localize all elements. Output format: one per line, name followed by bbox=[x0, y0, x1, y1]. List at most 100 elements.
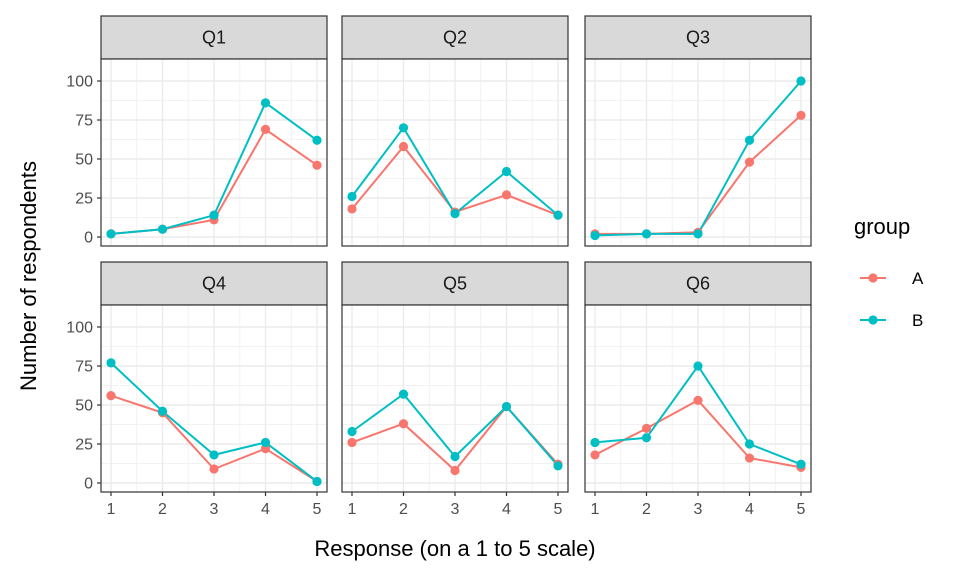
facet-panel-q2: Q2 bbox=[341, 15, 569, 247]
data-point-a bbox=[260, 124, 271, 134]
data-point-b bbox=[157, 406, 168, 416]
data-point-b bbox=[398, 389, 409, 399]
data-point-b bbox=[641, 229, 652, 239]
facet-panel-q3: Q3 bbox=[584, 15, 812, 247]
data-point-b bbox=[450, 451, 460, 462]
facet-strip bbox=[341, 261, 569, 306]
facet-panel-q1: Q1 0 25 50 75 100 bbox=[66, 15, 328, 247]
data-point-a bbox=[744, 157, 755, 167]
y-tick-label: 50 bbox=[75, 152, 93, 169]
data-point-b bbox=[590, 437, 600, 448]
data-point-b bbox=[501, 166, 512, 177]
y-tick-label: 0 bbox=[84, 476, 93, 493]
data-point-a bbox=[106, 391, 116, 401]
data-point-b bbox=[553, 210, 563, 220]
x-tick-label: 5 bbox=[313, 501, 322, 518]
facet-panel-q4: Q4 0 25 50 75 100 1 2 3 4 5 bbox=[66, 261, 328, 518]
legend-label: B bbox=[912, 311, 923, 330]
x-tick-label: 1 bbox=[107, 501, 116, 518]
y-tick-label: 75 bbox=[75, 113, 93, 130]
data-point-b bbox=[553, 461, 563, 471]
data-point-a bbox=[590, 450, 600, 460]
panel-border bbox=[584, 58, 812, 247]
data-point-b bbox=[157, 224, 168, 234]
y-tick-label: 75 bbox=[75, 359, 93, 376]
data-point-a bbox=[501, 190, 512, 200]
x-tick-label: 5 bbox=[797, 501, 806, 518]
facet-panel-q5: Q5 1 2 3 4 5 bbox=[341, 261, 569, 518]
x-axis-title: Response (on a 1 to 5 scale) bbox=[314, 536, 595, 561]
data-point-a bbox=[744, 453, 755, 463]
x-tick-label: 2 bbox=[642, 501, 651, 518]
data-point-b bbox=[106, 358, 116, 368]
data-point-b bbox=[590, 230, 600, 241]
data-point-a bbox=[641, 423, 652, 433]
data-point-b bbox=[209, 210, 219, 220]
facet-strip-label: Q2 bbox=[443, 28, 467, 48]
y-tick-label: 25 bbox=[75, 191, 93, 208]
facet-strip-label: Q5 bbox=[443, 274, 467, 294]
data-point-b bbox=[744, 135, 755, 145]
data-point-a bbox=[693, 395, 703, 405]
data-point-b bbox=[641, 433, 652, 443]
y-axis-title: Number of respondents bbox=[16, 161, 41, 391]
data-point-a bbox=[347, 204, 357, 214]
legend-entry-a: A bbox=[860, 269, 924, 288]
data-point-b bbox=[209, 450, 219, 460]
y-tick-label: 0 bbox=[84, 230, 93, 247]
data-point-a bbox=[347, 437, 357, 448]
facet-strip bbox=[100, 15, 328, 60]
data-point-a bbox=[312, 160, 322, 170]
legend-label: A bbox=[912, 269, 924, 288]
data-point-b bbox=[398, 123, 409, 133]
legend-key-point bbox=[868, 315, 878, 325]
y-tick-label: 50 bbox=[75, 398, 93, 415]
facet-strip bbox=[100, 261, 328, 306]
data-point-b bbox=[260, 98, 271, 108]
data-point-b bbox=[312, 135, 322, 145]
x-tick-label: 1 bbox=[348, 501, 357, 518]
x-tick-label: 4 bbox=[502, 501, 511, 518]
data-point-b bbox=[106, 229, 116, 239]
data-point-b bbox=[693, 229, 703, 239]
data-point-b bbox=[347, 191, 357, 202]
data-point-b bbox=[347, 426, 357, 437]
data-point-b bbox=[693, 361, 703, 371]
facet-strip-label: Q4 bbox=[202, 274, 226, 294]
data-point-b bbox=[501, 401, 512, 412]
data-point-a bbox=[450, 465, 460, 476]
data-point-b bbox=[260, 437, 271, 448]
facet-strip-label: Q1 bbox=[202, 28, 226, 48]
y-tick-label: 100 bbox=[66, 320, 93, 337]
data-point-a bbox=[398, 419, 409, 429]
legend: AB bbox=[860, 269, 924, 330]
data-point-b bbox=[450, 209, 460, 219]
x-tick-label: 2 bbox=[158, 501, 167, 518]
panel-border bbox=[100, 58, 328, 247]
data-point-b bbox=[796, 76, 806, 86]
x-tick-label: 2 bbox=[399, 501, 408, 518]
x-tick-label: 3 bbox=[694, 501, 703, 518]
data-point-b bbox=[312, 476, 322, 487]
facet-panel-q6: Q6 1 2 3 4 5 bbox=[584, 261, 812, 518]
panel-border bbox=[341, 58, 569, 247]
x-tick-label: 4 bbox=[261, 501, 270, 518]
data-point-b bbox=[796, 459, 806, 469]
x-tick-label: 5 bbox=[554, 501, 563, 518]
data-point-a bbox=[209, 464, 219, 474]
facet-strip-label: Q6 bbox=[686, 274, 710, 294]
y-tick-label: 100 bbox=[66, 74, 93, 91]
x-tick-label: 4 bbox=[745, 501, 754, 518]
x-tick-label: 3 bbox=[451, 501, 460, 518]
legend-key-point bbox=[868, 273, 878, 283]
legend-entry-b: B bbox=[860, 311, 923, 330]
facet-strip-label: Q3 bbox=[686, 28, 710, 48]
legend-title: group bbox=[854, 214, 910, 239]
facet-strip bbox=[584, 261, 812, 306]
data-point-a bbox=[398, 141, 409, 152]
data-point-b bbox=[744, 439, 755, 449]
x-tick-label: 1 bbox=[591, 501, 600, 518]
y-tick-label: 25 bbox=[75, 437, 93, 454]
